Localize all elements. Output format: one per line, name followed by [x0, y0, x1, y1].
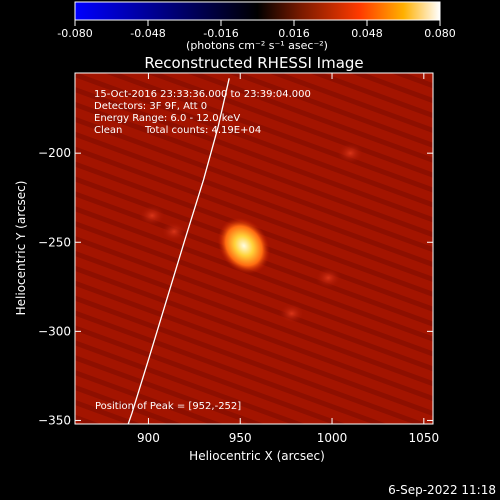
y-axis-label: Heliocentric Y (arcsec) — [14, 181, 28, 316]
colorbar-tick-label: -0.048 — [130, 27, 165, 40]
annotation-time-range: 15-Oct-2016 23:33:36.000 to 23:39:04.000 — [94, 89, 311, 100]
y-tick-label: −250 — [38, 235, 71, 249]
solar-limb-curve — [127, 78, 230, 424]
annotation-peak-position: Position of Peak = [952,-252] — [95, 401, 241, 412]
annotation-energy: Energy Range: 6.0 - 12.0 keV — [94, 113, 240, 124]
peak-source — [217, 217, 271, 274]
colorbar-tick-label: 0.080 — [424, 27, 456, 40]
annotation-detectors: Detectors: 3F 9F, Att 0 — [94, 101, 207, 112]
secondary-source — [337, 143, 364, 164]
chart-title: Reconstructed RHESSI Image — [144, 54, 363, 72]
annotations: 15-Oct-2016 23:33:36.000 to 23:39:04.000… — [94, 89, 311, 412]
colorbar-tick-label: 0.048 — [351, 27, 383, 40]
colorbar-units-label: (photons cm⁻² s⁻¹ asec⁻²) — [186, 39, 328, 52]
annotation-method: Clean — [94, 125, 122, 136]
secondary-source — [278, 303, 305, 324]
colorbar-tick-label: 0.016 — [278, 27, 310, 40]
annotation-total-counts: Total counts: 4.19E+04 — [144, 125, 261, 136]
x-tick-label: 1050 — [409, 431, 440, 445]
y-tick-label: −350 — [38, 413, 71, 427]
y-axis-ticks: −200 −250 −300 −350 — [38, 146, 433, 427]
x-axis-ticks: 900 950 1000 1050 — [137, 73, 439, 445]
colorbar-tick-label: -0.016 — [203, 27, 238, 40]
secondary-source — [315, 267, 342, 288]
footer-date: 6-Sep-2022 11:18 — [388, 483, 496, 497]
secondary-source — [139, 205, 166, 226]
plot-frame — [74, 72, 434, 425]
secondary-source — [161, 221, 188, 242]
colorbar-gradient — [74, 1, 441, 21]
y-tick-label: −300 — [38, 324, 71, 338]
x-tick-label: 900 — [137, 431, 160, 445]
x-tick-label: 1000 — [317, 431, 348, 445]
y-tick-label: −200 — [38, 146, 71, 160]
x-tick-label: 950 — [229, 431, 252, 445]
colorbar-tick-label: -0.080 — [57, 27, 92, 40]
x-axis-label: Heliocentric X (arcsec) — [189, 449, 325, 463]
colorbar: -0.080 -0.048 -0.016 0.016 0.048 0.080 (photo… — [57, 1, 456, 52]
plot-area — [75, 73, 433, 424]
colorbar-ticks: -0.080 -0.048 -0.016 0.016 0.048 0.080 — [57, 20, 456, 40]
secondary-sources — [139, 143, 364, 324]
